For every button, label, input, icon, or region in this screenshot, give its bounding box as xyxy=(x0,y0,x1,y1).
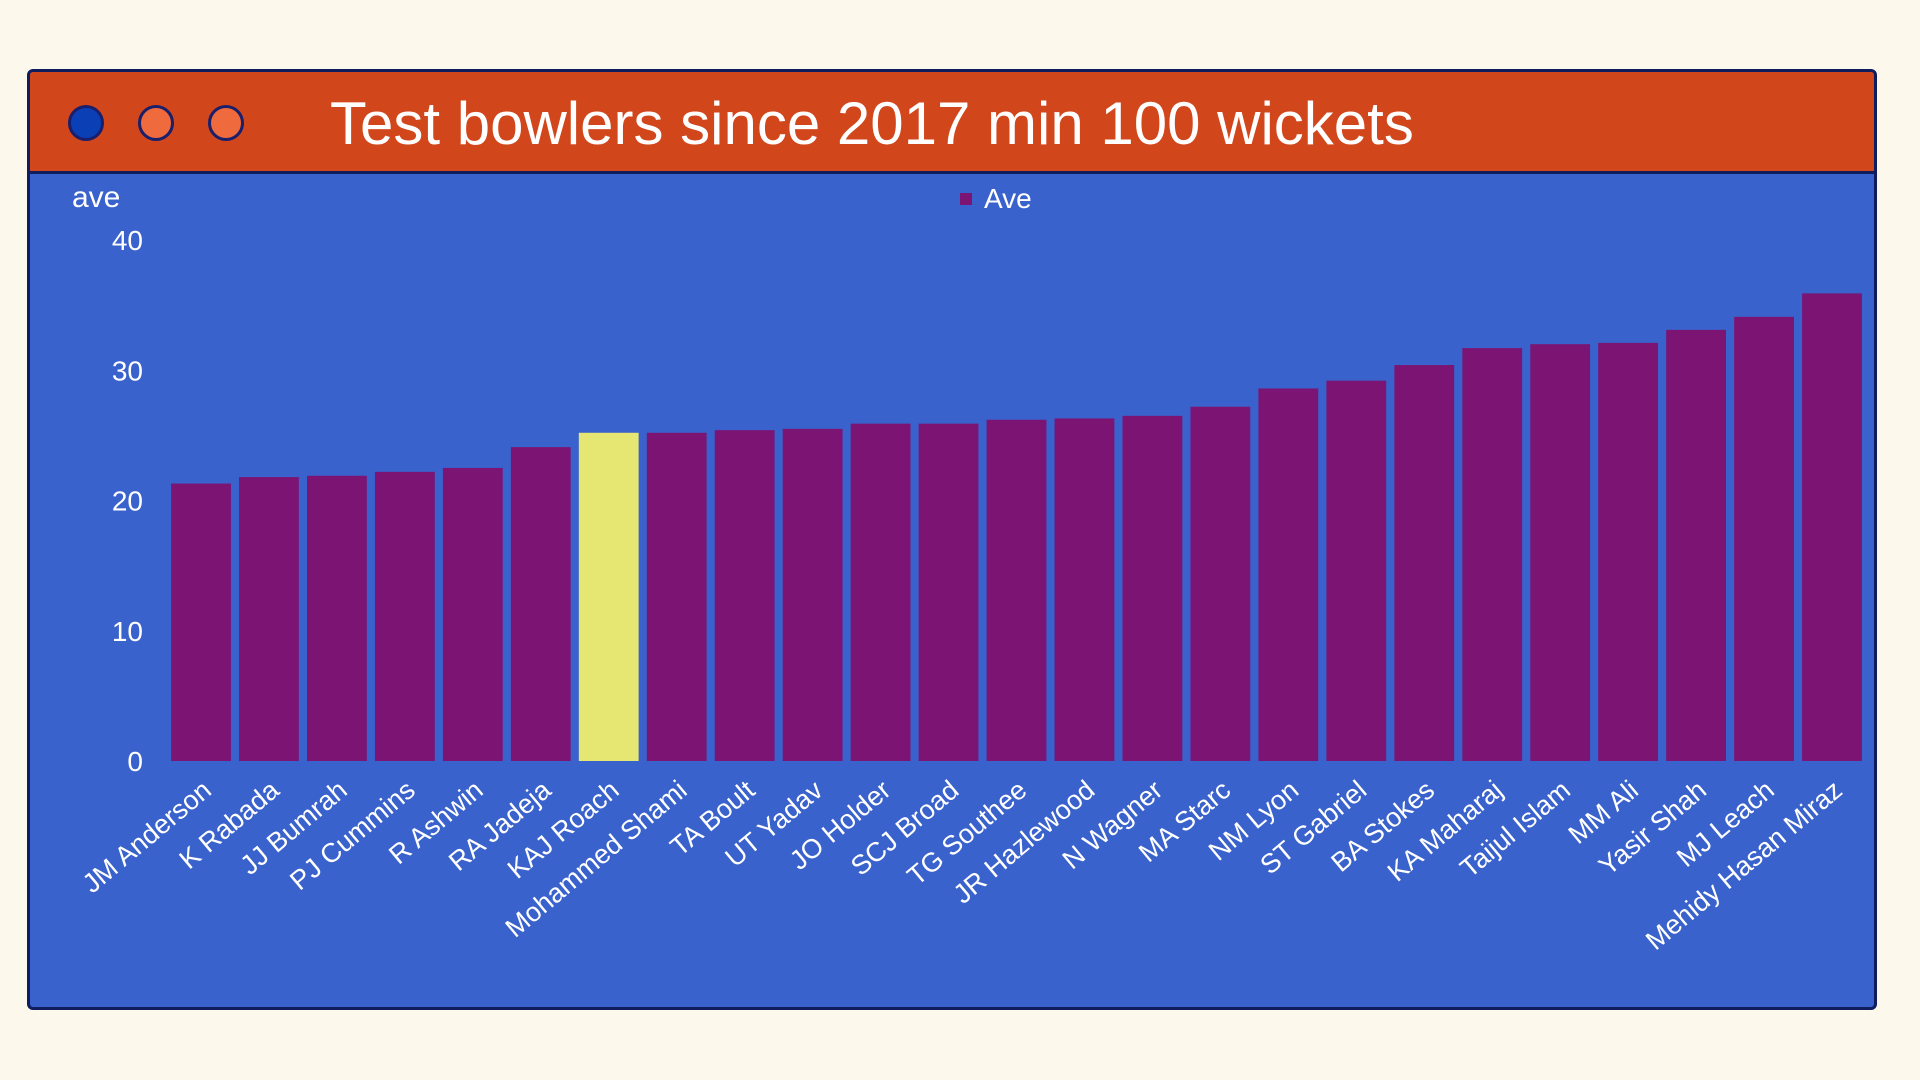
close-dot-icon[interactable] xyxy=(68,105,104,141)
y-tick-label: 10 xyxy=(112,616,143,647)
bar xyxy=(1802,293,1862,761)
maximize-dot-icon[interactable] xyxy=(208,105,244,141)
y-axis-label: ave xyxy=(72,181,120,214)
bar xyxy=(1734,316,1794,761)
chart-window: Test bowlers since 2017 min 100 wickets … xyxy=(27,69,1877,1010)
bar-highlighted xyxy=(578,432,639,761)
bar xyxy=(918,423,979,761)
bar xyxy=(1326,380,1387,761)
y-tick-label: 40 xyxy=(112,225,143,256)
bar xyxy=(986,419,1047,761)
bar xyxy=(1054,418,1115,761)
bar xyxy=(171,483,231,761)
bar xyxy=(1530,344,1591,761)
bar xyxy=(782,428,843,761)
bar xyxy=(1258,388,1319,761)
bar xyxy=(646,432,707,761)
y-tick-label: 30 xyxy=(112,355,143,386)
bar xyxy=(306,475,367,761)
legend-label: Ave xyxy=(984,183,1032,214)
bar xyxy=(510,447,571,761)
bar xyxy=(1666,329,1727,761)
minimize-dot-icon[interactable] xyxy=(138,105,174,141)
chart-title: Test bowlers since 2017 min 100 wickets xyxy=(330,90,1414,157)
title-bar: Test bowlers since 2017 min 100 wickets xyxy=(30,72,1874,174)
bar xyxy=(1122,415,1183,761)
bar xyxy=(442,467,503,761)
bar xyxy=(850,423,911,761)
bar xyxy=(1190,406,1251,761)
y-tick-label: 0 xyxy=(127,746,143,777)
bar xyxy=(1462,348,1523,761)
y-tick-label: 20 xyxy=(112,486,143,517)
bar xyxy=(239,477,299,761)
legend-swatch xyxy=(960,193,972,205)
bar xyxy=(374,471,435,761)
bar xyxy=(1394,365,1455,761)
bar xyxy=(714,430,775,761)
bar xyxy=(1598,342,1659,761)
